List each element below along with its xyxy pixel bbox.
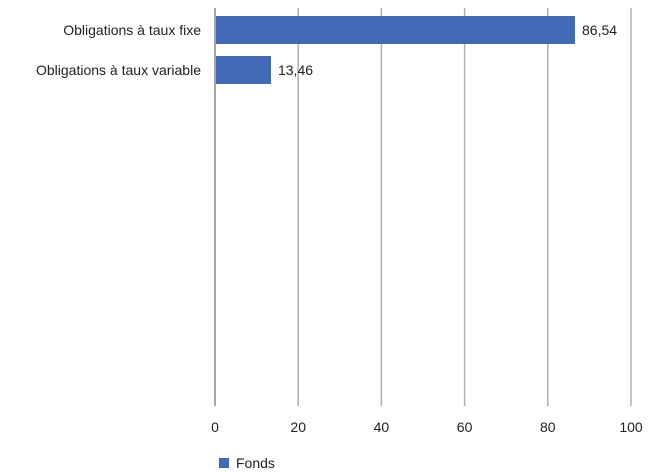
legend-label: Fonds bbox=[236, 455, 275, 471]
bar bbox=[216, 16, 576, 44]
data-label: 86,54 bbox=[582, 22, 617, 38]
legend-swatch bbox=[219, 458, 229, 468]
x-tick-label: 80 bbox=[540, 419, 556, 435]
bar bbox=[216, 56, 271, 84]
category-label: Obligations à taux variable bbox=[36, 62, 201, 78]
bars bbox=[216, 16, 576, 84]
gridlines bbox=[214, 8, 632, 406]
category-label: Obligations à taux fixe bbox=[63, 22, 201, 38]
x-tick-label: 40 bbox=[374, 419, 390, 435]
legend: Fonds bbox=[219, 455, 275, 471]
x-tick-label: 0 bbox=[211, 419, 219, 435]
x-tick-label: 100 bbox=[619, 419, 643, 435]
x-tick-label: 20 bbox=[290, 419, 306, 435]
data-labels: 86,54 13,46 bbox=[278, 22, 617, 78]
x-axis-tick-labels: 0 20 40 60 80 100 bbox=[211, 419, 643, 435]
x-tick-label: 60 bbox=[457, 419, 473, 435]
category-labels: Obligations à taux fixe Obligations à tau… bbox=[36, 22, 201, 78]
data-label: 13,46 bbox=[278, 62, 313, 78]
